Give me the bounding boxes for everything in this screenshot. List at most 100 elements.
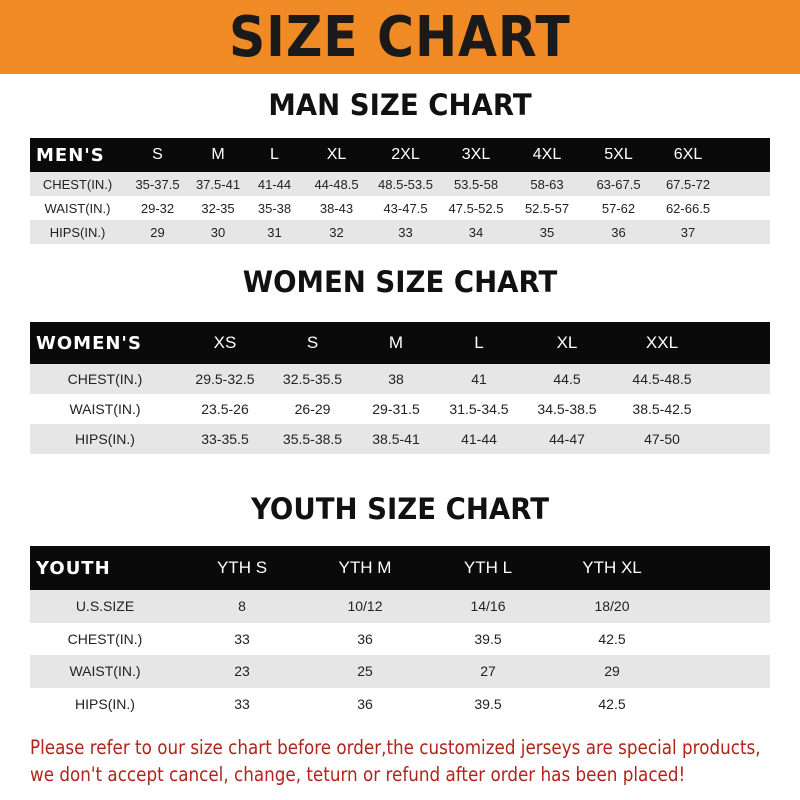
table-row: WAIST(IN.) 29-32 32-35 35-38 38-43 43-47.5 47.… [30, 196, 770, 220]
table-cell: 63-67.5 [596, 176, 641, 192]
table-row: WAIST(IN.) 23 25 27 29 [30, 655, 770, 688]
table-cell: 42.5 [598, 695, 626, 712]
men-heading: MAN SIZE CHART [268, 88, 532, 122]
youth-size-table: YOUTH YTH S YTH M YTH L YTH XL U.S.SIZE 8 10/12… [30, 546, 770, 720]
table-cell: 41-44 [257, 176, 292, 192]
table-cell: 18/20 [594, 598, 630, 615]
table-cell: 33-35.5 [201, 431, 249, 447]
table-row: CHEST(IN.) 29.5-32.5 32.5-35.5 38 41 44.5 44.5… [30, 364, 770, 394]
table-cell: 23 [234, 663, 250, 680]
size-header: YTH L [463, 558, 513, 577]
table-label: YOUTH [36, 557, 111, 579]
table-cell: 30 [210, 224, 226, 240]
table-cell: 35-37.5 [135, 176, 180, 192]
row-label: WAIST(IN.) [69, 401, 141, 417]
table-cell: 29 [150, 224, 165, 240]
table-row: WAIST(IN.) 23.5-26 26-29 29-31.5 31.5-34.5 34… [30, 394, 770, 424]
table-cell: 25 [357, 663, 373, 680]
table-cell: 58-63 [530, 176, 564, 192]
table-cell: 8 [238, 598, 246, 615]
size-header: L [474, 333, 484, 352]
table-cell: 37 [680, 224, 696, 240]
table-cell: 14/16 [470, 598, 506, 615]
table-cell: 44-47 [549, 431, 585, 447]
table-cell: 57-62 [601, 200, 636, 216]
table-cell: 52.5-57 [524, 200, 570, 216]
notice-line: Please refer to our size chart before or… [30, 736, 761, 759]
table-cell: 29-32 [140, 200, 175, 216]
table-cell: 33 [234, 630, 250, 647]
size-header: M [388, 333, 404, 352]
table-cell: 36 [357, 695, 373, 712]
table-cell: 33 [234, 695, 250, 712]
women-heading: WOMEN SIZE CHART [242, 265, 558, 299]
table-label: WOMEN'S [36, 332, 142, 354]
table-cell: 47.5-52.5 [448, 200, 504, 216]
table-cell: 48.5-53.5 [378, 176, 433, 192]
size-header: 4XL [532, 146, 562, 163]
table-cell: 44.5-48.5 [632, 371, 692, 387]
table-row: U.S.SIZE 8 10/12 14/16 18/20 [30, 590, 770, 623]
table-cell: 41 [471, 371, 487, 387]
table-cell: 38.5-42.5 [632, 401, 692, 417]
table-cell: 29-31.5 [372, 401, 420, 417]
table-cell: 29 [604, 663, 620, 680]
table-row: CHEST(IN.) 35-37.5 37.5-41 41-44 44-48.5 48.5… [30, 172, 770, 196]
size-header: 2XL [391, 146, 420, 163]
men-size-table: MEN'S S M L XL 2XL 3XL 4XL 5XL 6XL CHEST(IN.) 35-37… [30, 138, 770, 244]
table-cell: 44.5 [553, 371, 581, 387]
table-cell: 33 [398, 224, 413, 240]
table-cell: 38.5-41 [372, 431, 420, 447]
table-cell: 37.5-41 [195, 176, 241, 192]
table-cell: 44-48.5 [314, 176, 359, 192]
row-label: WAIST(IN.) [69, 663, 141, 680]
table-cell: 53.5-58 [453, 176, 499, 192]
size-header: S [306, 333, 319, 352]
table-label: MEN'S [36, 144, 105, 166]
table-cell: 31 [267, 224, 282, 240]
row-label: HIPS(IN.) [75, 431, 135, 447]
youth-heading: YOUTH SIZE CHART [250, 492, 550, 526]
table-cell: 62-66.5 [665, 200, 711, 216]
table-cell: 38 [388, 371, 404, 387]
table-cell: 42.5 [598, 630, 626, 647]
table-cell: 34 [468, 224, 484, 240]
row-label: U.S.SIZE [75, 598, 135, 615]
table-cell: 41-44 [461, 431, 497, 447]
size-header: XXL [645, 333, 679, 352]
table-cell: 31.5-34.5 [449, 401, 509, 417]
women-size-table: WOMEN'S XS S M L XL XXL CHEST(IN.) 29.5-32.5 32.5… [30, 322, 770, 454]
table-cell: 35.5-38.5 [282, 431, 343, 447]
order-notice: Please refer to our size chart before or… [30, 734, 761, 788]
table-cell: 36 [357, 630, 373, 647]
table-cell: 47-50 [644, 431, 680, 447]
table-cell: 23.5-26 [201, 401, 249, 417]
header-row: WOMEN'S XS S M L XL XXL [30, 322, 770, 364]
table-cell: 32.5-35.5 [282, 371, 343, 387]
row-label: HIPS(IN.) [75, 695, 135, 712]
table-cell: 43-47.5 [383, 200, 428, 216]
row-label: CHEST(IN.) [67, 371, 143, 387]
size-header: XL [556, 333, 578, 352]
size-header: 5XL [604, 146, 633, 163]
table-cell: 27 [480, 663, 496, 680]
size-header: YTH M [338, 558, 392, 577]
table-cell: 26-29 [294, 401, 331, 417]
size-header: S [152, 146, 163, 163]
table-row: HIPS(IN.) 33-35.5 35.5-38.5 38.5-41 41-44 44-… [30, 424, 770, 454]
table-cell: 36 [611, 224, 626, 240]
row-label: CHEST(IN.) [42, 176, 113, 192]
table-cell: 10/12 [347, 598, 383, 615]
header-row: MEN'S S M L XL 2XL 3XL 4XL 5XL 6XL [30, 138, 770, 172]
title-banner: SIZE CHART [0, 0, 800, 74]
table-cell: 35-38 [257, 200, 292, 216]
table-cell: 32 [329, 224, 344, 240]
row-label: WAIST(IN.) [44, 200, 111, 216]
header-row: YOUTH YTH S YTH M YTH L YTH XL [30, 546, 770, 590]
page-title: SIZE CHART [229, 4, 571, 70]
table-cell: 34.5-38.5 [537, 401, 597, 417]
row-label: HIPS(IN.) [49, 224, 106, 240]
table-cell: 29.5-32.5 [195, 371, 255, 387]
table-cell: 39.5 [474, 630, 502, 647]
size-header: YTH S [216, 558, 268, 577]
